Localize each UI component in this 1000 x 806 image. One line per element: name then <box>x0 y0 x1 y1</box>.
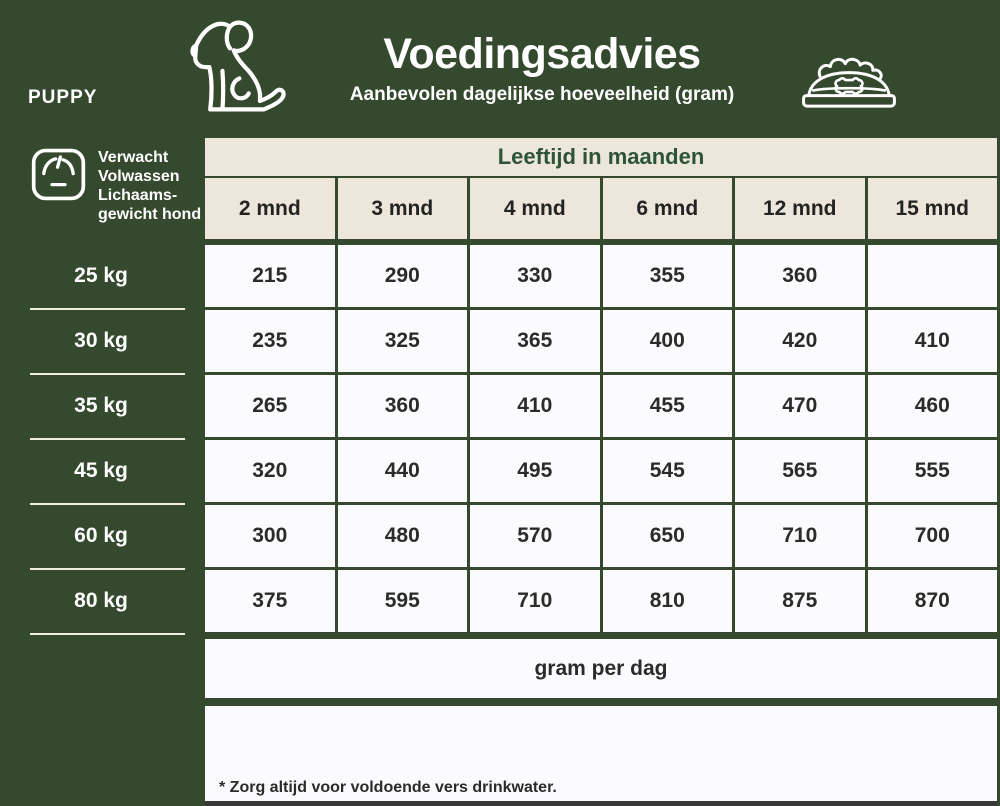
product-variant-label: PUPPY <box>28 87 98 108</box>
table-cell: 495 <box>470 440 600 502</box>
weight-scale-icon <box>31 148 86 201</box>
column-header-row: 2 mnd 3 mnd 4 mnd 6 mnd 12 mnd 15 mnd <box>0 178 997 239</box>
table-cell: 875 <box>735 570 865 632</box>
table-cell: 710 <box>470 570 600 632</box>
table-cell: 570 <box>470 505 600 567</box>
row-header-weight: 25 kg <box>0 245 202 310</box>
table-cell: 700 <box>867 505 997 567</box>
weight-column-header: Verwacht Volwassen Lichaams- gewicht hon… <box>30 146 205 224</box>
table-cell: 565 <box>735 440 865 502</box>
column-header-15mnd: 15 mnd <box>867 178 997 239</box>
table-cell: 325 <box>337 310 467 372</box>
row-divider <box>30 633 185 635</box>
table-cell: 460 <box>867 375 997 437</box>
table-cell: 455 <box>602 375 732 437</box>
page-title: Voedingsadvies <box>383 30 701 78</box>
table-cell: 810 <box>602 570 732 632</box>
table-cell: 555 <box>867 440 997 502</box>
table-cell: 355 <box>602 245 732 307</box>
table-cell: 440 <box>337 440 467 502</box>
table-cell: 235 <box>205 310 335 372</box>
column-header-4mnd: 4 mnd <box>470 178 600 239</box>
table-cell: 330 <box>470 245 600 307</box>
table-cell: 420 <box>735 310 865 372</box>
table-cell: 320 <box>205 440 335 502</box>
bottom-edge-strip <box>205 801 997 806</box>
unit-row: gram per dag <box>205 639 997 698</box>
column-header-6mnd: 6 mnd <box>602 178 732 239</box>
column-header-2mnd: 2 mnd <box>205 178 335 239</box>
table-cell: 410 <box>867 310 997 372</box>
row-divider <box>30 568 185 570</box>
weight-header-caption: Verwacht Volwassen Lichaams- gewicht hon… <box>98 149 202 223</box>
footer-block: * Zorg altijd voor voldoende vers drinkw… <box>205 706 997 806</box>
table-cell: 410 <box>470 375 600 437</box>
row-header-weight: 45 kg <box>0 440 202 505</box>
row-divider <box>30 373 185 375</box>
table-cell: 710 <box>735 505 865 567</box>
row-header-weight: 35 kg <box>0 375 202 440</box>
table-cell: 265 <box>205 375 335 437</box>
table-cell: 870 <box>867 570 997 632</box>
table-row-60kg: 60 kg 300 480 570 650 710 700 <box>0 505 997 570</box>
row-divider <box>30 503 185 505</box>
table-cell: 215 <box>205 245 335 307</box>
table-cell: 360 <box>735 245 865 307</box>
dog-sitting-icon <box>183 18 291 125</box>
table-cell: 480 <box>337 505 467 567</box>
column-header-12mnd: 12 mnd <box>735 178 865 239</box>
food-bowl-bone-icon <box>793 48 905 123</box>
table-cell: 290 <box>337 245 467 307</box>
row-header-weight: 30 kg <box>0 310 202 375</box>
table-row-80kg: 80 kg 375 595 710 810 875 870 <box>0 570 997 635</box>
table-row-35kg: 35 kg 265 360 410 455 470 460 <box>0 375 997 440</box>
table-row-30kg: 30 kg 235 325 365 400 420 410 <box>0 310 997 375</box>
row-divider <box>30 438 185 440</box>
table-cell: 595 <box>337 570 467 632</box>
table-cell: 545 <box>602 440 732 502</box>
table-cell-empty <box>867 245 997 307</box>
age-group-header: Leeftijd in maanden <box>205 138 997 176</box>
table-row-45kg: 45 kg 320 440 495 545 565 555 <box>0 440 997 505</box>
water-footnote: * Zorg altijd voor voldoende vers drinkw… <box>219 779 557 796</box>
row-header-weight: 80 kg <box>0 570 202 635</box>
table-cell: 360 <box>337 375 467 437</box>
row-divider <box>30 308 185 310</box>
table-cell: 650 <box>602 505 732 567</box>
table-row-25kg: 25 kg 215 290 330 355 360 <box>0 245 997 310</box>
column-header-3mnd: 3 mnd <box>337 178 467 239</box>
row-header-weight: 60 kg <box>0 505 202 570</box>
page-subtitle: Aanbevolen dagelijkse hoeveelheid (gram) <box>349 84 735 106</box>
feeding-table: Leeftijd in maanden 2 mnd 3 mnd 4 mnd 6 … <box>0 138 997 806</box>
header-title-block: Voedingsadvies Aanbevolen dagelijkse hoe… <box>302 30 782 106</box>
table-cell: 300 <box>205 505 335 567</box>
table-cell: 400 <box>602 310 732 372</box>
table-cell: 365 <box>470 310 600 372</box>
table-cell: 375 <box>205 570 335 632</box>
table-cell: 470 <box>735 375 865 437</box>
